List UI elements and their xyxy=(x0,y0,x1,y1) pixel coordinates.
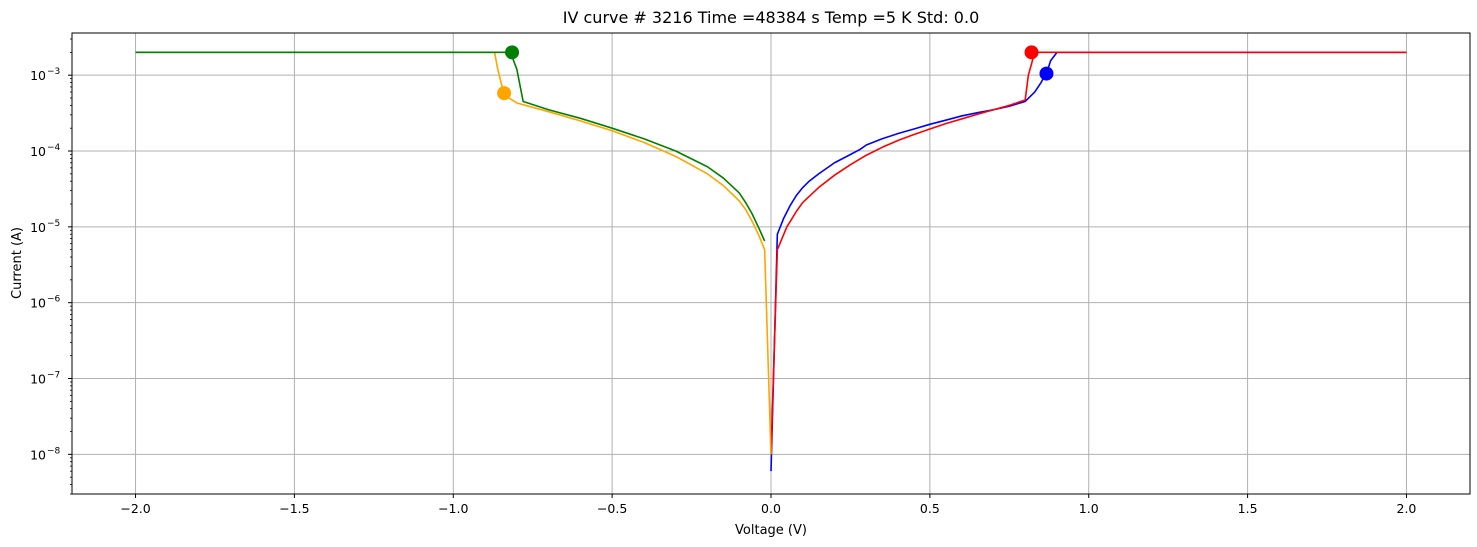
y-tick-exponent: −3 xyxy=(47,67,60,77)
y-tick-exponent: −5 xyxy=(47,219,60,229)
x-axis-ticks: −2.0 −1.5 −1.0 −0.5 0.0 0.5 1.0 1.5 2.0 xyxy=(120,494,1416,516)
y-axis-ticks: 10−810−710−610−510−410−3 xyxy=(30,38,72,495)
y-axis-label: Current (A) xyxy=(10,227,25,299)
y-tick-exponent: −7 xyxy=(47,371,60,381)
series-line-3 xyxy=(135,51,766,242)
y-tick-base: 10 xyxy=(30,447,46,462)
x-axis-label: Voltage (V) xyxy=(735,523,807,538)
y-tick-base: 10 xyxy=(30,144,46,159)
y-tick-base: 10 xyxy=(30,220,46,235)
y-tick-label: 10 xyxy=(30,68,46,83)
series-line-2 xyxy=(135,51,772,455)
x-tick-label: −2.0 xyxy=(120,501,150,516)
series-marker-1 xyxy=(1039,66,1054,81)
y-tick-base: 10 xyxy=(30,372,46,387)
x-tick-label: 1.5 xyxy=(1238,501,1258,516)
series-marker-3 xyxy=(505,45,520,60)
x-tick-label: −0.5 xyxy=(597,501,627,516)
x-tick-label: −1.5 xyxy=(279,501,309,516)
y-tick-exponent: −8 xyxy=(47,446,61,456)
x-tick-label: 2.0 xyxy=(1397,501,1417,516)
y-tick-exponent: −4 xyxy=(47,143,61,153)
y-tick-base: 10 xyxy=(30,296,46,311)
series-markers xyxy=(497,45,1054,101)
y-tick-label: 10 xyxy=(30,447,46,462)
chart-title: IV curve # 3216 Time =48384 s Temp =5 K … xyxy=(563,8,980,27)
y-tick-label: 10 xyxy=(30,372,46,387)
series-marker-0 xyxy=(1024,45,1039,60)
y-tick-label: 10 xyxy=(30,144,46,159)
x-tick-label: 1.0 xyxy=(1079,501,1099,516)
series-marker-2 xyxy=(497,86,512,101)
y-tick-label: 10 xyxy=(30,220,46,235)
x-tick-label: −1.0 xyxy=(438,501,468,516)
y-tick-exponent: −6 xyxy=(47,295,61,305)
x-tick-label: 0.0 xyxy=(761,501,781,516)
x-tick-label: 0.5 xyxy=(920,501,940,516)
grid-lines xyxy=(72,33,1470,494)
y-tick-base: 10 xyxy=(30,68,46,83)
y-tick-label: 10 xyxy=(30,296,46,311)
